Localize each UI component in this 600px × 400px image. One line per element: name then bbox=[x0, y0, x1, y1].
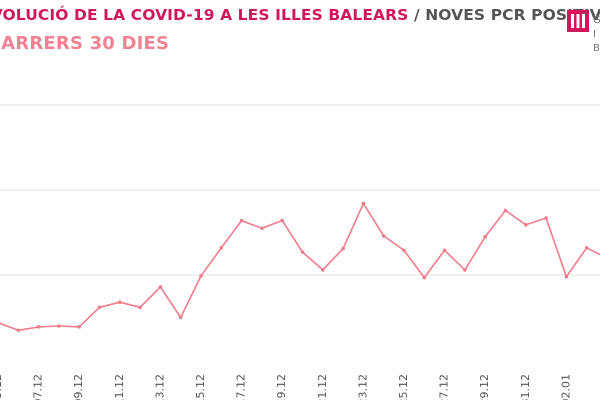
data-point bbox=[321, 268, 325, 272]
data-point bbox=[199, 274, 203, 278]
x-tick-label: 19.12 bbox=[275, 374, 288, 400]
series-line-layer bbox=[0, 202, 600, 332]
data-point bbox=[36, 325, 41, 329]
data-point bbox=[402, 248, 406, 253]
data-point bbox=[158, 285, 163, 289]
data-point bbox=[503, 208, 508, 213]
x-tick-label: 09.12 bbox=[72, 374, 85, 400]
govern-logo-text: G I B bbox=[593, 15, 600, 54]
data-point bbox=[219, 246, 224, 250]
x-tick-label: 11.12 bbox=[113, 374, 126, 400]
data-point bbox=[239, 218, 244, 223]
data-point bbox=[77, 325, 81, 329]
data-point bbox=[280, 218, 285, 223]
data-point bbox=[544, 216, 548, 220]
data-point bbox=[16, 328, 21, 333]
title-main: EVOLUCIÓ DE LA COVID-19 A LES ILLES BALE… bbox=[0, 6, 409, 24]
data-point bbox=[178, 315, 183, 320]
x-tick-label: 02.01 bbox=[559, 374, 572, 400]
x-tick-label: 07.12 bbox=[32, 374, 45, 400]
data-point bbox=[97, 305, 102, 310]
chart-title: EVOLUCIÓ DE LA COVID-19 A LES ILLES BALE… bbox=[0, 5, 600, 25]
data-point bbox=[118, 300, 122, 305]
data-point bbox=[260, 226, 264, 231]
govern-logo: G I B bbox=[567, 10, 600, 65]
data-point bbox=[361, 201, 366, 206]
x-tick-label: 17.12 bbox=[235, 374, 248, 400]
data-point bbox=[584, 246, 589, 250]
title-separator: / bbox=[413, 6, 420, 24]
series-line bbox=[0, 202, 600, 332]
x-tick-label: 15.12 bbox=[194, 374, 207, 400]
x-tick-label: 13.12 bbox=[153, 374, 166, 400]
data-point bbox=[381, 234, 386, 238]
data-point bbox=[463, 268, 467, 272]
x-tick-label: 25.12 bbox=[397, 374, 410, 400]
chart-subtitle: DARRERS 30 DIES bbox=[0, 33, 170, 54]
x-tick-label: 21.12 bbox=[316, 374, 329, 400]
govern-logo-icon bbox=[567, 10, 589, 32]
data-point bbox=[442, 248, 447, 253]
title-metric: NOVES PCR POSITIVES bbox=[425, 6, 600, 24]
data-points bbox=[16, 201, 589, 333]
data-point bbox=[422, 275, 427, 280]
x-tick-label: 23.12 bbox=[356, 374, 369, 400]
data-point bbox=[483, 234, 488, 239]
data-point bbox=[341, 246, 345, 251]
data-point bbox=[300, 250, 305, 254]
grid-lines bbox=[0, 104, 600, 276]
x-tick-label: 29.12 bbox=[478, 374, 491, 400]
data-point bbox=[524, 223, 528, 227]
data-point bbox=[564, 274, 569, 279]
x-tick-label: 05.12 bbox=[0, 374, 4, 400]
x-axis-ticks: 05.12 07.12 09.12 11.12 13.12 15.12 17.12 19.12… bbox=[0, 374, 572, 400]
data-point bbox=[138, 305, 142, 310]
x-tick-label: 31.12 bbox=[519, 374, 532, 400]
x-tick-label: 27.12 bbox=[438, 374, 451, 400]
data-point bbox=[57, 324, 61, 328]
